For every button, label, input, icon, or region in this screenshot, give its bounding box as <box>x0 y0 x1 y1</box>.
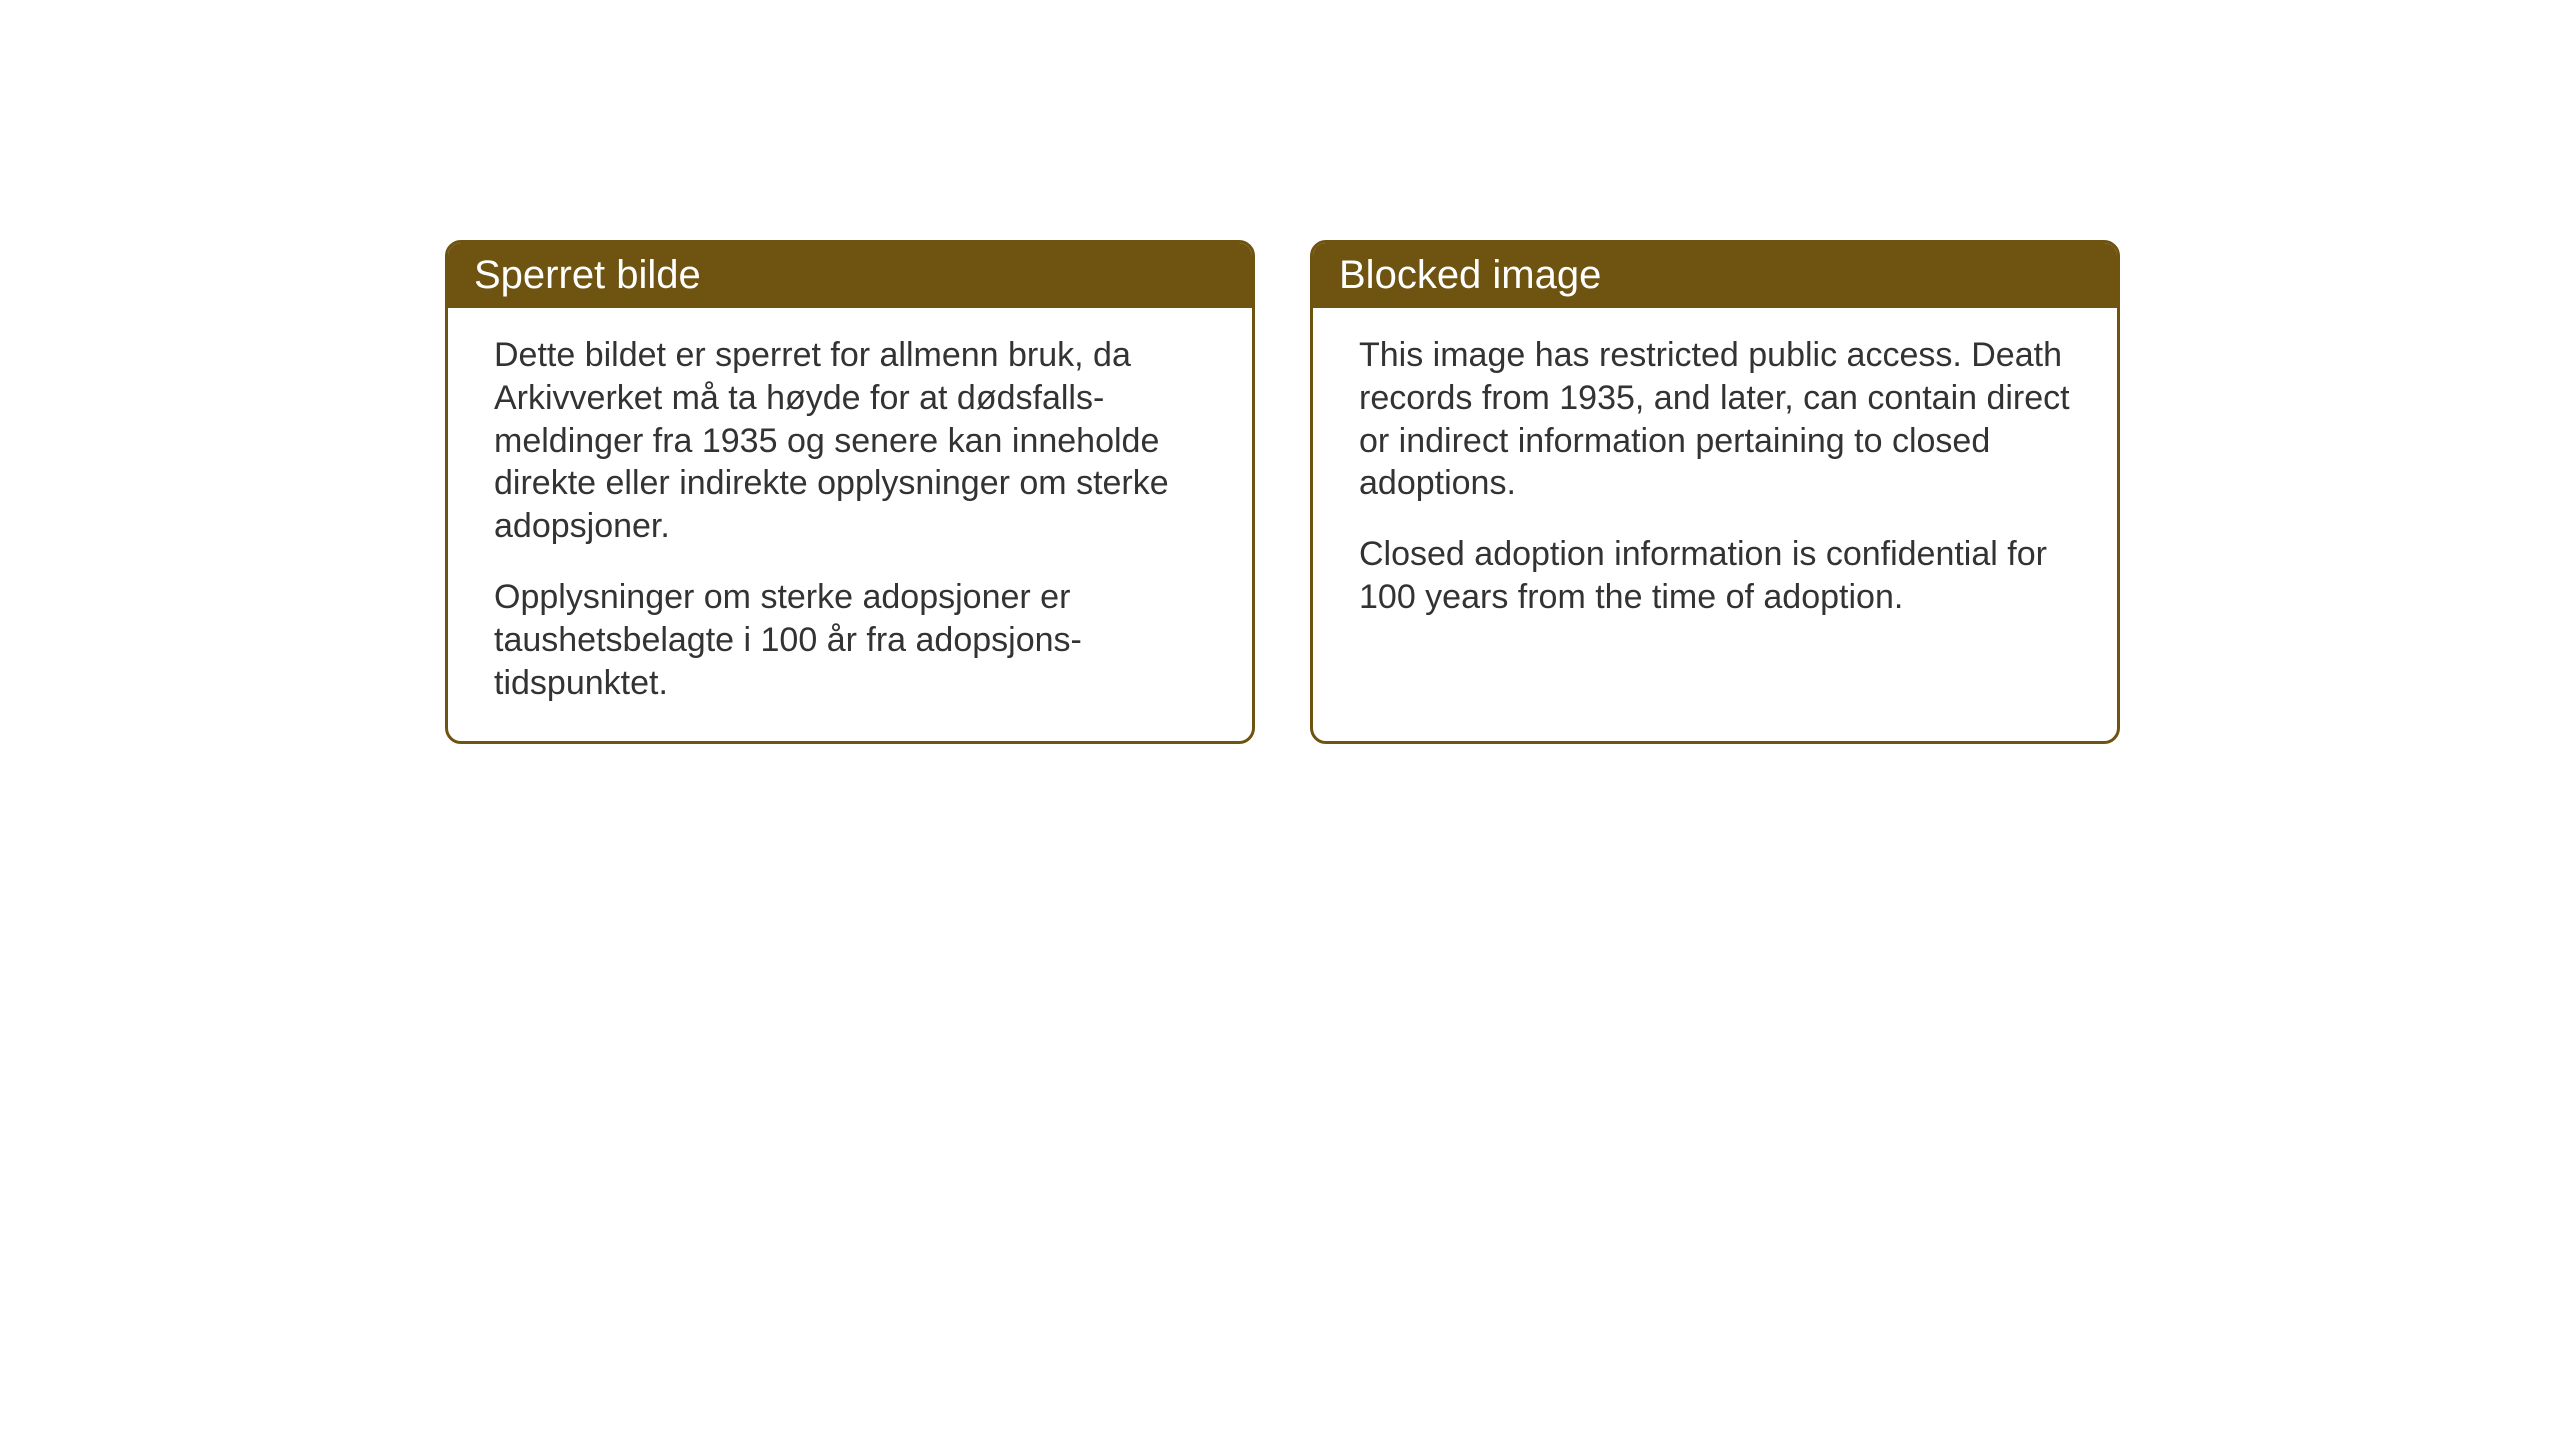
card-body-norwegian: Dette bildet er sperret for allmenn bruk… <box>448 308 1252 741</box>
card-header-norwegian: Sperret bilde <box>448 243 1252 308</box>
card-header-english: Blocked image <box>1313 243 2117 308</box>
card-paragraph-norwegian-1: Dette bildet er sperret for allmenn bruk… <box>494 334 1206 548</box>
card-paragraph-norwegian-2: Opplysninger om sterke adopsjoner er tau… <box>494 576 1206 704</box>
notice-card-norwegian: Sperret bilde Dette bildet er sperret fo… <box>445 240 1255 744</box>
card-body-english: This image has restricted public access.… <box>1313 308 2117 655</box>
card-title-norwegian: Sperret bilde <box>474 253 701 297</box>
card-paragraph-english-2: Closed adoption information is confident… <box>1359 533 2071 619</box>
card-paragraph-english-1: This image has restricted public access.… <box>1359 334 2071 505</box>
card-title-english: Blocked image <box>1339 253 1601 297</box>
notice-card-english: Blocked image This image has restricted … <box>1310 240 2120 744</box>
notice-container: Sperret bilde Dette bildet er sperret fo… <box>445 240 2120 744</box>
